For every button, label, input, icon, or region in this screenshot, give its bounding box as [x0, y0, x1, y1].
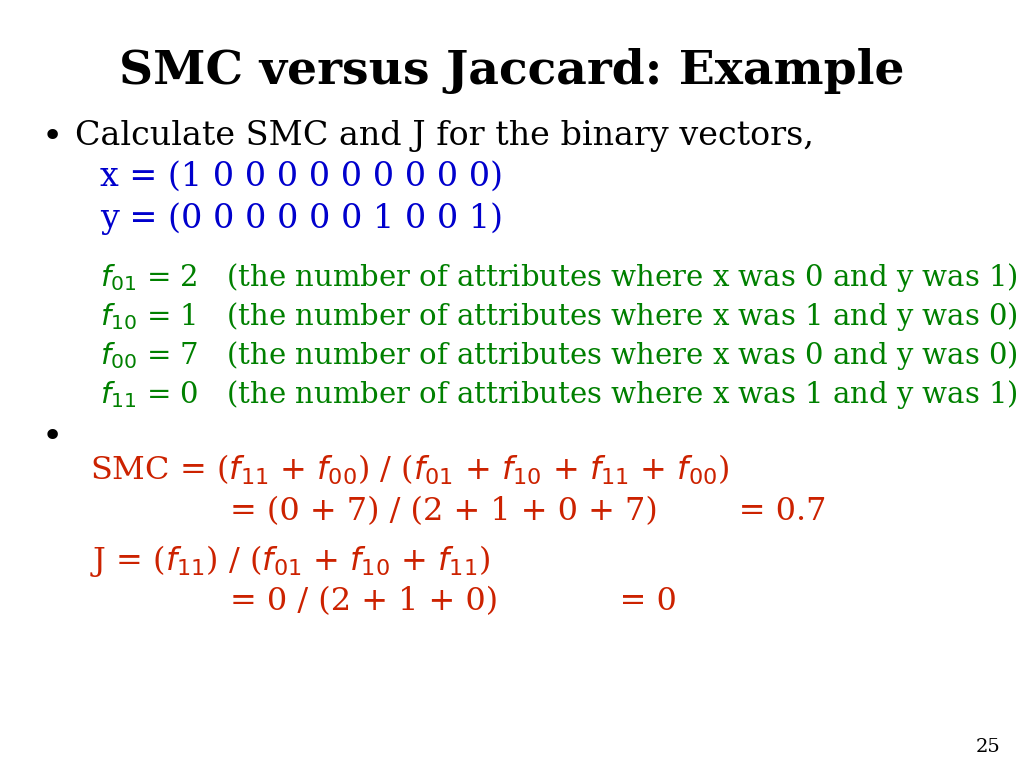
Text: 25: 25 — [975, 738, 1000, 756]
Text: $f_{00}$ = 7   (the number of attributes where x was 0 and y was 0): $f_{00}$ = 7 (the number of attributes w… — [100, 339, 1018, 372]
Text: SMC versus Jaccard: Example: SMC versus Jaccard: Example — [119, 48, 905, 94]
Text: x = (1 0 0 0 0 0 0 0 0 0): x = (1 0 0 0 0 0 0 0 0 0) — [100, 161, 503, 193]
Text: J = ($f_{11}$) / ($f_{01}$ + $f_{10}$ + $f_{11}$): J = ($f_{11}$) / ($f_{01}$ + $f_{10}$ + … — [90, 543, 490, 579]
Text: •: • — [42, 120, 63, 154]
Text: $f_{11}$ = 0   (the number of attributes where x was 1 and y was 1): $f_{11}$ = 0 (the number of attributes w… — [100, 378, 1018, 411]
Text: SMC = ($f_{11}$ + $f_{00}$) / ($f_{01}$ + $f_{10}$ + $f_{11}$ + $f_{00}$): SMC = ($f_{11}$ + $f_{00}$) / ($f_{01}$ … — [90, 453, 729, 488]
Text: •: • — [42, 420, 63, 454]
Text: $f_{10}$ = 1   (the number of attributes where x was 1 and y was 0): $f_{10}$ = 1 (the number of attributes w… — [100, 300, 1018, 333]
Text: y = (0 0 0 0 0 0 1 0 0 1): y = (0 0 0 0 0 0 1 0 0 1) — [100, 202, 503, 235]
Text: = (0 + 7) / (2 + 1 + 0 + 7)        = 0.7: = (0 + 7) / (2 + 1 + 0 + 7) = 0.7 — [230, 496, 826, 527]
Text: = 0 / (2 + 1 + 0)            = 0: = 0 / (2 + 1 + 0) = 0 — [230, 586, 677, 617]
Text: $f_{01}$ = 2   (the number of attributes where x was 0 and y was 1): $f_{01}$ = 2 (the number of attributes w… — [100, 261, 1018, 294]
Text: Calculate SMC and J for the binary vectors,: Calculate SMC and J for the binary vecto… — [75, 120, 814, 152]
